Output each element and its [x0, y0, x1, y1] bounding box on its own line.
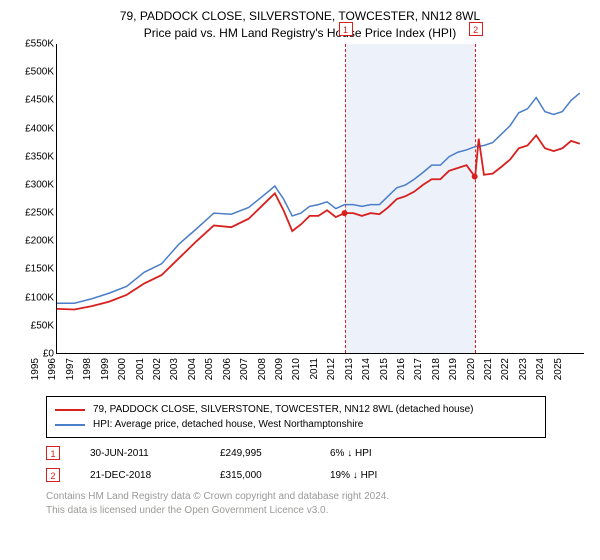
- xtick-label: 2021: [483, 358, 494, 388]
- plot-area: 1 2: [56, 44, 584, 354]
- xtick-label: 2012: [326, 358, 337, 388]
- xtick-label: 2002: [152, 358, 163, 388]
- ytick-label: £450K: [8, 95, 54, 106]
- marker-date-2: 21-DEC-2018: [90, 470, 220, 481]
- xtick-label: 2014: [361, 358, 372, 388]
- xtick-label: 1995: [30, 358, 41, 388]
- marker-price-2: £315,000: [220, 470, 330, 481]
- legend-item-property: 79, PADDOCK CLOSE, SILVERSTONE, TOWCESTE…: [55, 402, 537, 417]
- property-line: [57, 135, 580, 309]
- xtick-label: 1998: [82, 358, 93, 388]
- xtick-label: 2023: [518, 358, 529, 388]
- xtick-label: 2009: [274, 358, 285, 388]
- xtick-label: 2001: [135, 358, 146, 388]
- xtick-label: 2025: [553, 358, 564, 388]
- ytick-label: £50K: [8, 320, 54, 331]
- marker-diff-1: 6% ↓ HPI: [330, 448, 450, 459]
- xtick-label: 2007: [239, 358, 250, 388]
- xtick-label: 2024: [535, 358, 546, 388]
- marker-dot-2: [472, 173, 478, 179]
- ytick-label: £250K: [8, 208, 54, 219]
- title-line-2: Price paid vs. HM Land Registry's House …: [0, 25, 600, 42]
- marker-price-1: £249,995: [220, 448, 330, 459]
- xtick-label: 2005: [204, 358, 215, 388]
- legend-swatch-hpi: [55, 424, 85, 426]
- ytick-label: £500K: [8, 67, 54, 78]
- attribution: Contains HM Land Registry data © Crown c…: [46, 490, 389, 517]
- ytick-label: £400K: [8, 123, 54, 134]
- marker-row-2: 2 21-DEC-2018 £315,000 19% ↓ HPI: [46, 464, 450, 486]
- marker-diff-2: 19% ↓ HPI: [330, 470, 450, 481]
- xtick-label: 2022: [500, 358, 511, 388]
- xtick-label: 1997: [65, 358, 76, 388]
- xtick-label: 2013: [344, 358, 355, 388]
- hpi-line: [57, 93, 580, 303]
- xtick-label: 2011: [309, 358, 320, 388]
- xtick-label: 2018: [431, 358, 442, 388]
- xtick-label: 2016: [396, 358, 407, 388]
- xtick-label: 2003: [169, 358, 180, 388]
- marker-dot-1: [342, 210, 348, 216]
- marker-date-1: 30-JUN-2011: [90, 448, 220, 459]
- line-plot-svg: [57, 44, 584, 353]
- xtick-label: 2017: [413, 358, 424, 388]
- marker-label-2: 2: [469, 22, 483, 36]
- ytick-label: £300K: [8, 179, 54, 190]
- legend-label-hpi: HPI: Average price, detached house, West…: [93, 417, 363, 432]
- legend-item-hpi: HPI: Average price, detached house, West…: [55, 417, 537, 432]
- legend-swatch-property: [55, 409, 85, 411]
- marker-box-1: 1: [46, 446, 60, 460]
- attribution-line-2: This data is licensed under the Open Gov…: [46, 504, 389, 518]
- xtick-label: 2015: [379, 358, 390, 388]
- xtick-label: 2019: [448, 358, 459, 388]
- chart-title: 79, PADDOCK CLOSE, SILVERSTONE, TOWCESTE…: [0, 0, 600, 42]
- xtick-label: 1999: [100, 358, 111, 388]
- legend-label-property: 79, PADDOCK CLOSE, SILVERSTONE, TOWCESTE…: [93, 402, 474, 417]
- marker-table: 1 30-JUN-2011 £249,995 6% ↓ HPI 2 21-DEC…: [46, 442, 450, 486]
- xtick-label: 2006: [222, 358, 233, 388]
- marker-box-2: 2: [46, 468, 60, 482]
- marker-row-1: 1 30-JUN-2011 £249,995 6% ↓ HPI: [46, 442, 450, 464]
- xtick-label: 2010: [291, 358, 302, 388]
- xtick-label: 1996: [47, 358, 58, 388]
- chart-container: 79, PADDOCK CLOSE, SILVERSTONE, TOWCESTE…: [0, 0, 600, 560]
- ytick-label: £200K: [8, 236, 54, 247]
- legend: 79, PADDOCK CLOSE, SILVERSTONE, TOWCESTE…: [46, 396, 546, 438]
- ytick-label: £350K: [8, 151, 54, 162]
- ytick-label: £550K: [8, 39, 54, 50]
- ytick-label: £100K: [8, 292, 54, 303]
- attribution-line-1: Contains HM Land Registry data © Crown c…: [46, 490, 389, 504]
- ytick-label: £150K: [8, 264, 54, 275]
- title-line-1: 79, PADDOCK CLOSE, SILVERSTONE, TOWCESTE…: [0, 8, 600, 25]
- marker-label-1: 1: [339, 22, 353, 36]
- xtick-label: 2008: [257, 358, 268, 388]
- chart-area: £0£50K£100K£150K£200K£250K£300K£350K£400…: [8, 44, 592, 384]
- xtick-label: 2020: [466, 358, 477, 388]
- xtick-label: 2004: [187, 358, 198, 388]
- xtick-label: 2000: [117, 358, 128, 388]
